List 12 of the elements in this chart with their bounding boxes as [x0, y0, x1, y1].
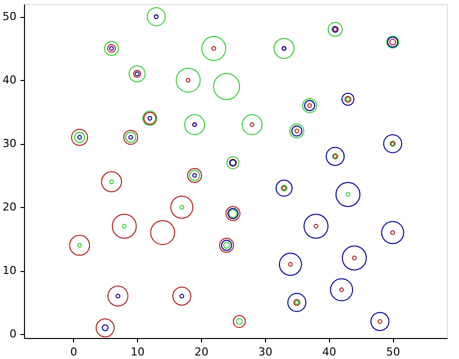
y-tick-label: 10	[2, 264, 16, 278]
x-tick-label: 30	[258, 346, 272, 358]
y-tick-label: 20	[2, 200, 16, 214]
x-tick-label: 50	[386, 346, 400, 358]
x-tick-label: 20	[194, 346, 208, 358]
y-tick-label: 40	[2, 74, 16, 87]
x-tick-label: 0	[70, 346, 78, 358]
y-tick-label: 30	[2, 137, 16, 150]
x-tick-label: 40	[322, 346, 336, 358]
y-tick-label: 50	[2, 10, 16, 24]
y-tick-label: 0	[10, 328, 16, 341]
x-tick-label: 10	[130, 346, 145, 358]
